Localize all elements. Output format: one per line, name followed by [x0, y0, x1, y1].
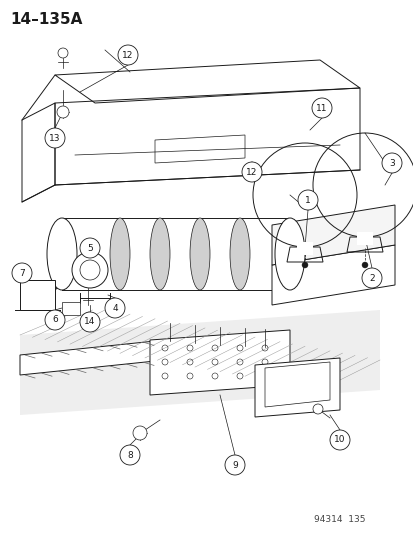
Polygon shape — [150, 330, 289, 395]
Polygon shape — [356, 232, 372, 245]
Ellipse shape — [110, 218, 130, 290]
Circle shape — [80, 238, 100, 258]
Circle shape — [224, 455, 244, 475]
Text: 7: 7 — [19, 269, 25, 278]
Text: 4: 4 — [112, 303, 118, 312]
Circle shape — [80, 312, 100, 332]
Ellipse shape — [150, 218, 170, 290]
Circle shape — [312, 404, 322, 414]
Text: 5: 5 — [87, 244, 93, 253]
Ellipse shape — [190, 218, 209, 290]
Ellipse shape — [230, 218, 249, 290]
Text: 11: 11 — [316, 103, 327, 112]
Circle shape — [297, 190, 317, 210]
Ellipse shape — [274, 218, 304, 290]
Polygon shape — [296, 242, 312, 255]
Text: 2: 2 — [368, 273, 374, 282]
Text: 6: 6 — [52, 316, 58, 325]
Text: 14–135A: 14–135A — [10, 12, 82, 27]
Polygon shape — [254, 358, 339, 417]
Text: 12: 12 — [246, 167, 257, 176]
Text: 94314  135: 94314 135 — [313, 515, 365, 524]
Circle shape — [12, 263, 32, 283]
Polygon shape — [271, 245, 394, 305]
Text: 9: 9 — [232, 461, 237, 470]
Circle shape — [381, 153, 401, 173]
Text: 1: 1 — [304, 196, 310, 205]
Polygon shape — [271, 205, 394, 265]
Text: 10: 10 — [333, 435, 345, 445]
Circle shape — [361, 262, 367, 268]
Ellipse shape — [47, 218, 77, 290]
Circle shape — [58, 48, 68, 58]
Circle shape — [329, 430, 349, 450]
Circle shape — [301, 262, 307, 268]
Circle shape — [57, 106, 69, 118]
Text: 13: 13 — [49, 133, 61, 142]
Polygon shape — [20, 340, 165, 375]
Polygon shape — [20, 280, 55, 310]
Text: 8: 8 — [127, 450, 133, 459]
Circle shape — [133, 426, 147, 440]
Circle shape — [105, 298, 125, 318]
Circle shape — [45, 310, 65, 330]
Circle shape — [361, 268, 381, 288]
Text: 3: 3 — [388, 158, 394, 167]
Polygon shape — [264, 362, 329, 407]
Circle shape — [118, 45, 138, 65]
Text: 12: 12 — [122, 51, 133, 60]
Polygon shape — [20, 310, 379, 415]
Circle shape — [72, 252, 108, 288]
Text: 14: 14 — [84, 318, 95, 327]
Polygon shape — [62, 302, 80, 315]
Circle shape — [311, 98, 331, 118]
Circle shape — [242, 162, 261, 182]
Circle shape — [120, 445, 140, 465]
Circle shape — [45, 128, 65, 148]
